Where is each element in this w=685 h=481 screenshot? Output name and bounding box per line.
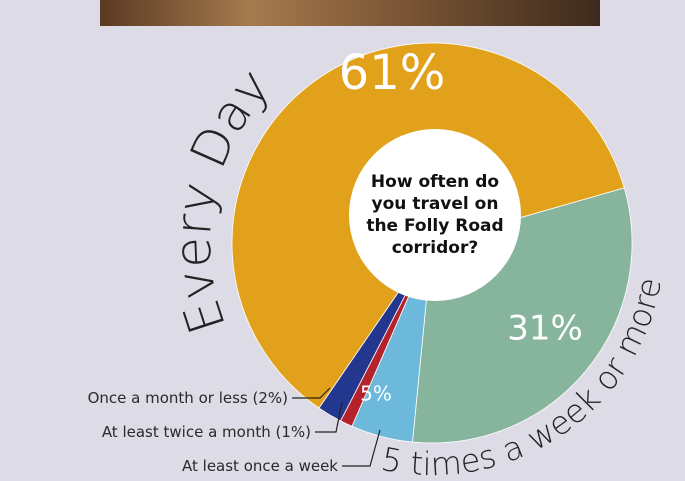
- center-circle: [349, 129, 521, 301]
- pie: [231, 42, 633, 444]
- slice-label: Once a month or less (2%): [88, 389, 288, 407]
- photo-strip: [100, 0, 600, 26]
- value-label: 5%: [360, 382, 392, 406]
- leader-line: [342, 429, 381, 467]
- value-label: 61%: [339, 45, 446, 101]
- slice-label: At least twice a month (1%): [102, 423, 311, 441]
- chart-title: How often do you travel on the Folly Roa…: [366, 172, 504, 258]
- center-title-box: How often do you travel on the Folly Roa…: [366, 172, 504, 258]
- value-label: 31%: [507, 309, 583, 349]
- leader-line: [292, 387, 331, 399]
- slice-label: At least once a week: [182, 457, 338, 475]
- leader-line: [315, 401, 343, 433]
